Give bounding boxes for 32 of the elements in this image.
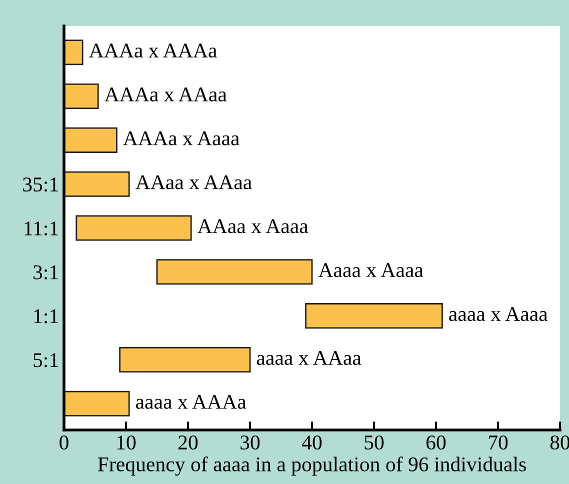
x-tick-label: 10 [117,435,136,450]
bar [64,390,130,416]
bar [305,303,443,329]
x-tick-label: 60 [426,435,446,450]
annotation: aaaa x Aaaa [449,307,548,322]
y-tick-label: 11:1 [24,221,58,236]
x-axis-title: Frequency of aaaa in a population of 96 individuals [98,456,526,476]
x-tick-label: 20 [178,435,198,450]
annotation: AAAa x AAaa [104,88,227,102]
y-tick-label: 3:1 [34,265,58,280]
y-tick-label: 5:1 [34,353,58,368]
bar [64,127,118,153]
bar [76,215,192,241]
x-tick-label: 0 [60,435,68,450]
bar [119,346,251,373]
annotation: aaaa x AAAa [136,394,246,409]
x-tick-label: 40 [302,435,322,450]
bar [64,171,130,197]
bar [64,40,84,66]
annotation: Aaaa x Aaaa [318,263,424,278]
bar [156,259,313,285]
y-tick-label: 35:1 [23,178,58,192]
annotation: AAAa x Aaaa [123,131,240,146]
annotation: AAaa x AAaa [136,175,252,190]
bar [64,83,99,110]
annotation: AAaa x Aaaa [198,219,308,234]
x-tick-label: 70 [488,435,508,450]
x-tick-label: 50 [364,435,384,450]
x-tick-label: 30 [240,435,260,450]
y-tick-label: 1:1 [34,309,58,324]
annotation: aaaa x AAaa [256,350,362,365]
annotation: AAAa x AAAa [89,44,217,58]
